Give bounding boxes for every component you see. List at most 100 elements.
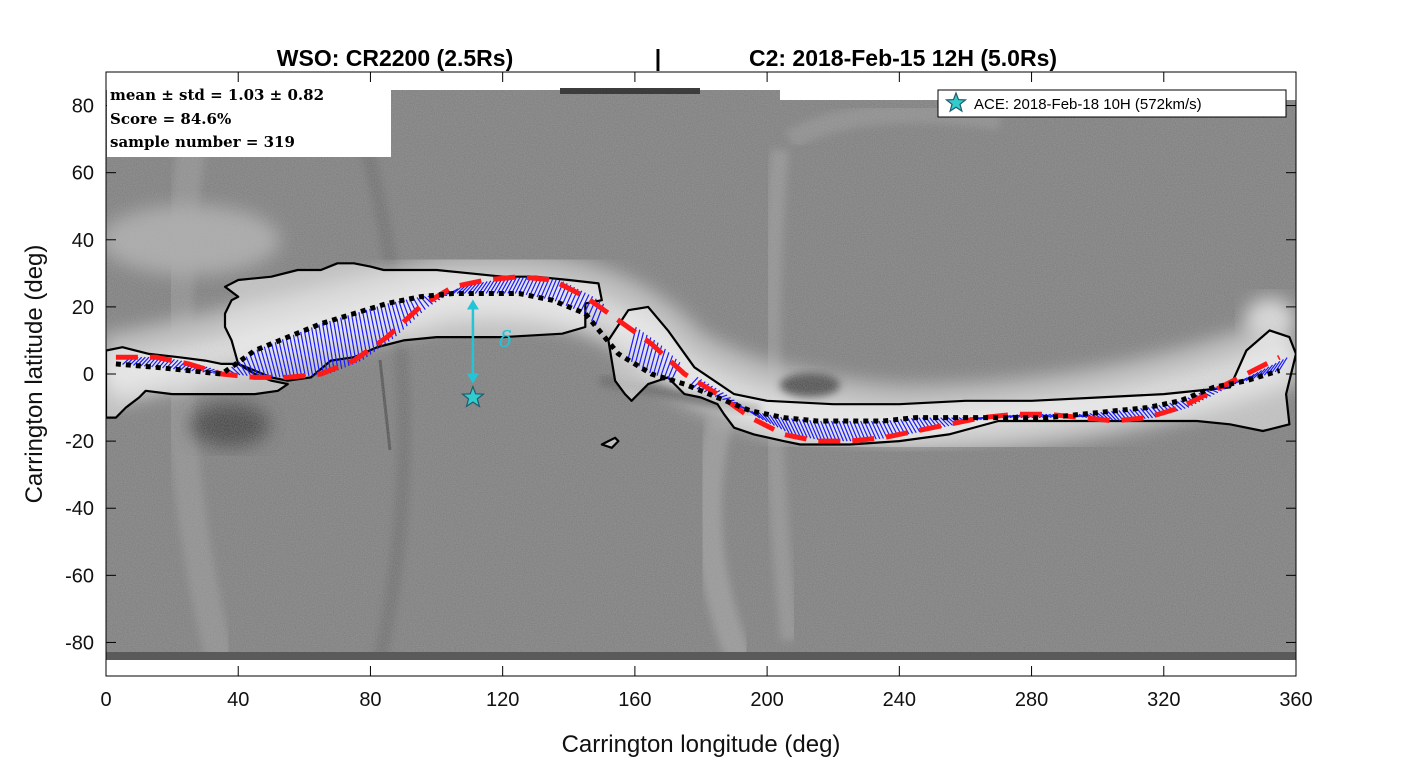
- x-tick-label: 200: [750, 689, 783, 711]
- deviation-arrow: [274, 342, 285, 378]
- deviation-arrow: [412, 297, 423, 314]
- deviation-arrow: [1263, 364, 1273, 376]
- deviation-arrow: [1147, 407, 1157, 418]
- deviation-arrow: [518, 276, 528, 294]
- deviation-arrow: [303, 330, 314, 376]
- deviation-arrow: [482, 280, 492, 294]
- deviation-arrow: [249, 353, 259, 378]
- deviation-arrow: [543, 279, 554, 299]
- deviation-arrow: [351, 314, 361, 362]
- deviation-arrow: [514, 276, 525, 294]
- deviation-arrow: [347, 315, 357, 364]
- deviation-arrow: [820, 420, 830, 442]
- y-tick-label: -60: [65, 565, 94, 587]
- deviation-arrow: [271, 343, 281, 378]
- deviation-arrow: [776, 415, 786, 432]
- deviation-arrow: [169, 359, 179, 370]
- deviation-arrow: [1252, 370, 1263, 380]
- stats-mean-std: mean ± std = 1.03 ± 0.82: [110, 86, 324, 104]
- x-axis-label: Carrington longitude (deg): [562, 731, 841, 758]
- deviation-arrow: [576, 292, 586, 311]
- deviation-arrow: [500, 278, 510, 294]
- deviation-arrow: [900, 418, 910, 435]
- deviation-arrow: [631, 329, 641, 363]
- ace-star-marker: [460, 384, 486, 408]
- y-tick-label: 40: [72, 230, 94, 252]
- legend: ACE: 2018-Feb-18 10H (572km/s): [937, 89, 1287, 118]
- deviation-arrow: [289, 336, 299, 378]
- deviation-arrow: [503, 277, 514, 294]
- deviation-arrow: [140, 356, 150, 367]
- deviation-arrow: [307, 328, 317, 376]
- deviation-arrow: [463, 284, 474, 294]
- deviation-arrow: [834, 420, 845, 442]
- y-axis-label: Carrington latitude (deg): [21, 245, 48, 504]
- deviation-arrow: [816, 420, 826, 442]
- x-tick-label: 320: [1147, 689, 1180, 711]
- legend-star-icon: [944, 91, 968, 113]
- deviation-arrow: [260, 347, 270, 378]
- deviation-arrow: [787, 417, 797, 436]
- deviation-arrow: [714, 392, 724, 398]
- deviation-arrow: [940, 417, 950, 427]
- deviation-arrow: [1278, 357, 1288, 372]
- y-tick-label: 0: [83, 364, 94, 386]
- legend-star-marker: [944, 91, 968, 113]
- deviation-arrow: [801, 419, 812, 439]
- delta-arrowhead-down: [466, 373, 479, 384]
- deviation-arrow: [907, 418, 917, 433]
- deviation-arrow: [511, 277, 521, 294]
- deviation-arrow: [336, 318, 346, 368]
- stats-box: mean ± std = 1.03 ± 0.82 Score = 84.6% s…: [107, 83, 391, 157]
- deviation-arrow: [474, 281, 484, 294]
- deviation-arrow: [663, 355, 674, 379]
- contour-west: [106, 346, 289, 419]
- deviation-arrow: [281, 339, 292, 378]
- y-tick-label: -20: [65, 431, 94, 453]
- deviation-arrow: [634, 332, 645, 365]
- deviation-arrow: [1107, 411, 1117, 421]
- deviation-arrow: [238, 361, 248, 377]
- deviation-arrow: [871, 420, 881, 440]
- deviation-arrow: [867, 420, 877, 440]
- deviation-arrow: [278, 340, 288, 378]
- deviation-arrow: [827, 420, 837, 442]
- deviation-arrow: [1180, 400, 1190, 408]
- deviation-arrow: [416, 297, 426, 310]
- delta-arrowhead-up: [466, 299, 479, 310]
- deviation-arrow: [263, 346, 274, 378]
- deviation-arrow: [485, 279, 495, 294]
- deviation-arrow: [660, 352, 670, 378]
- deviation-arrow: [794, 418, 805, 437]
- deviation-arrow: [936, 417, 946, 428]
- x-tick-label: 280: [1015, 689, 1048, 711]
- deviation-arrow: [747, 409, 757, 417]
- deviation-arrow: [456, 285, 466, 294]
- deviation-arrow: [296, 333, 306, 377]
- delta-label: δ: [499, 328, 512, 353]
- neutral-line-series: [115, 274, 1281, 444]
- deviation-arrow: [751, 410, 761, 419]
- deviation-arrow: [547, 279, 557, 300]
- deviation-arrow: [329, 320, 339, 371]
- deviation-arrow: [845, 420, 855, 442]
- y-tick-label: 20: [72, 297, 94, 319]
- x-tick-label: 240: [883, 689, 916, 711]
- deviation-arrow: [365, 309, 375, 353]
- chart-title-left: WSO: CR2200 (2.5Rs): [277, 45, 513, 71]
- deviation-arrow: [1274, 359, 1284, 373]
- deviation-arrow: [133, 356, 143, 366]
- deviation-arrow: [1242, 375, 1252, 383]
- legend-label: ACE: 2018-Feb-18 10H (572km/s): [974, 96, 1202, 113]
- deviation-arrow: [1140, 407, 1150, 419]
- deviation-arrow: [1176, 401, 1186, 410]
- x-tick-label: 80: [359, 689, 381, 711]
- deviation-arrow: [580, 294, 590, 312]
- deviation-arrow: [314, 325, 325, 375]
- deviation-arrow: [409, 298, 419, 317]
- deviation-arrow: [1136, 408, 1146, 420]
- y-tick-label: 60: [72, 163, 94, 185]
- deviation-arrow: [311, 327, 321, 376]
- stats-sample-number: sample number = 319: [110, 133, 295, 151]
